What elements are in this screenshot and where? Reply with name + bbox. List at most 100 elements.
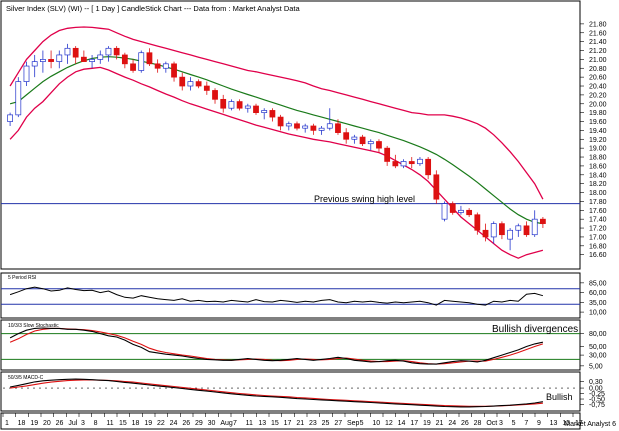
candle-body [171, 63, 177, 78]
candle-down [376, 139, 382, 153]
candle-down [72, 46, 79, 64]
candle-down [482, 223, 489, 242]
macd-layer [3, 378, 575, 408]
price-tick-label: 21.60 [589, 30, 607, 37]
x-tick-label: 25 [322, 420, 330, 427]
candle-body [482, 229, 489, 238]
x-tick-label: 28 [474, 420, 482, 427]
x-tick-label: 23 [309, 420, 317, 427]
candle-body [384, 147, 391, 162]
candle-up [89, 54, 95, 69]
stochastic-title: 10/3/3 Slow Stochastic [8, 323, 59, 329]
price-tick-label: 19.00 [589, 146, 607, 153]
candle-up [138, 50, 145, 73]
candle-body [392, 161, 399, 167]
rsi-title: 5 Period RSI [8, 275, 36, 281]
x-tick-label: 9 [537, 420, 541, 427]
candle-down [384, 145, 391, 166]
price-tick-label: 20.80 [589, 66, 607, 73]
candle-down [294, 121, 300, 131]
candle-body [359, 136, 366, 145]
candle-up [244, 103, 251, 113]
price-tick-label: 19.40 [589, 128, 607, 135]
candle-body [458, 209, 464, 213]
price-tick-label: 17.40 [589, 217, 607, 224]
candle-body [335, 123, 341, 133]
macd-line [9, 378, 543, 408]
candle-body [425, 158, 432, 176]
candle-body [294, 123, 300, 129]
price-tick-label: 17.80 [589, 199, 607, 206]
candle-body [105, 47, 112, 56]
price-tick-label: 16.80 [589, 243, 607, 250]
candle-up [367, 139, 374, 151]
candle-down [212, 88, 218, 104]
x-tick-label: Jul [68, 420, 77, 427]
price-tick-label: 21.00 [589, 57, 607, 64]
x-tick-label: 18 [18, 420, 26, 427]
x-tick-label: 11 [106, 420, 113, 427]
bullish-divergences-annotation: Bullish divergences [492, 324, 578, 335]
x-tick-label: 18 [132, 420, 140, 427]
candle-down [277, 114, 284, 131]
macd-pane [0, 371, 581, 412]
x-tick-label: 15 [119, 420, 127, 427]
candle-body [244, 105, 251, 109]
bollinger-upper-line [9, 26, 544, 200]
x-tick-label: 17 [284, 420, 292, 427]
macd-tick-label: 0,00 [589, 386, 603, 393]
price-tick-label: 21.20 [589, 48, 607, 55]
price-tick-label: 16.60 [589, 252, 607, 259]
price-tick-label: 19.20 [589, 137, 607, 144]
price-tick-label: 17.20 [589, 226, 607, 233]
x-tick-label: 3 [81, 420, 85, 427]
candle-down [523, 221, 530, 237]
candle-body [39, 59, 46, 62]
x-tick-label: 1 [5, 420, 9, 427]
candle-body [113, 47, 120, 56]
candle-body [499, 223, 505, 236]
x-tick-label: 24 [170, 420, 178, 427]
candle-down [392, 154, 399, 169]
candle-down [48, 50, 54, 69]
price-tick-label: 20.00 [589, 101, 607, 108]
price-tick-label: 18.00 [589, 190, 607, 197]
price-tick-label: 21.40 [589, 39, 607, 46]
candle-body [146, 52, 153, 65]
candle-body [80, 56, 87, 62]
chart-title: Silver Index (SLV) (WI) -- [ 1 Day ] Can… [6, 4, 301, 13]
x-tick-label: 17 [410, 420, 418, 427]
candle-body [220, 98, 227, 109]
candle-body [187, 81, 194, 87]
candle-body [23, 65, 30, 82]
candle-body [507, 229, 514, 240]
x-tick-label: 14 [398, 420, 406, 427]
candle-down [433, 170, 440, 204]
candle-up [318, 125, 325, 135]
x-tick-label: 29 [195, 420, 203, 427]
x-tick-label: 27 [334, 420, 342, 427]
price-tick-label: 20.40 [589, 84, 607, 91]
candle-body [277, 116, 284, 127]
candle-body [31, 61, 38, 67]
candle-down [80, 50, 87, 62]
x-tick-label: 19 [30, 420, 38, 427]
x-tick-label: 5 [360, 420, 364, 427]
candle-up [64, 43, 71, 64]
candle-body [417, 158, 423, 165]
rsi-line [9, 286, 544, 306]
x-tick-label: 30 [208, 420, 216, 427]
candle-down [335, 119, 341, 135]
candle-down [179, 72, 186, 91]
candle-up [56, 50, 63, 69]
candle-body [15, 81, 22, 116]
candle-body [523, 225, 530, 236]
candle-up [531, 210, 538, 237]
price-tick-label: 20.60 [589, 75, 607, 82]
candle-body [441, 203, 448, 220]
macd-title: 50/3/5 MACD-C [8, 375, 44, 381]
candle-down [425, 157, 432, 180]
price-tick-label: 18.20 [589, 181, 607, 188]
candle-up [417, 157, 423, 166]
